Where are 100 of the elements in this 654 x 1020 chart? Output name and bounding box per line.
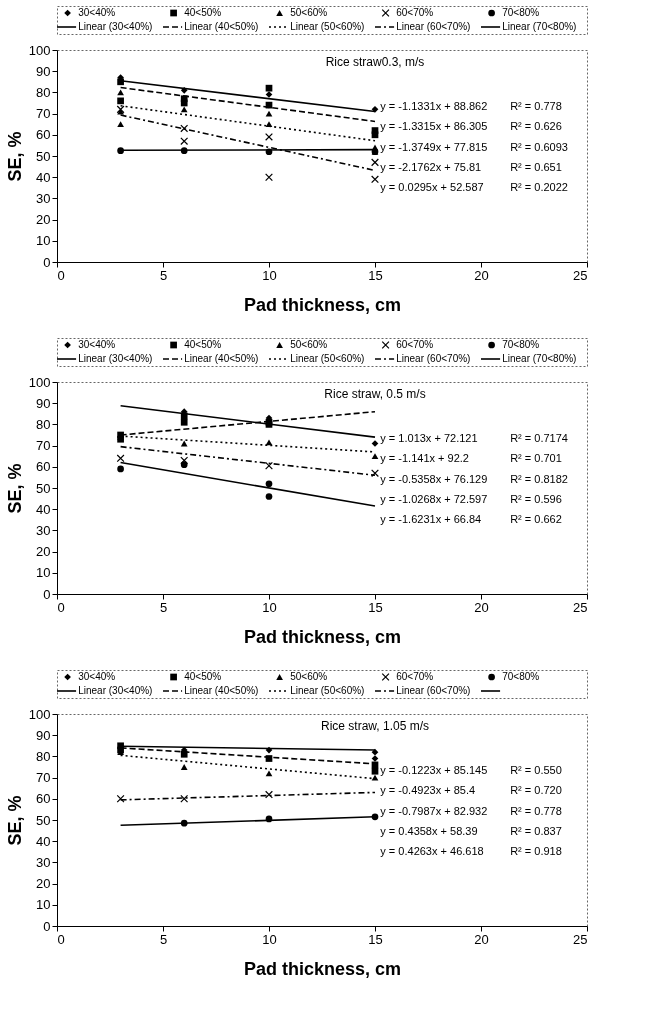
x-axis-title: Pad thickness, cm xyxy=(243,958,402,979)
chart-title: Rice straw0.3, m/s xyxy=(325,55,425,69)
y-axis-title: SE, % xyxy=(4,131,25,182)
annotation: y = 0.0295x + 52.587 xyxy=(380,180,484,193)
legend-label: 70<80% xyxy=(502,7,540,18)
annotation: R² = 0.778 xyxy=(510,804,562,817)
legend-label: 60<70% xyxy=(396,671,434,682)
annotation: R² = 0.626 xyxy=(510,120,562,133)
annotation: R² = 0.596 xyxy=(510,492,562,505)
x-tick-label: 20 xyxy=(474,931,489,947)
annotation: R² = 0.550 xyxy=(510,764,562,777)
x-axis-title: Pad thickness, cm xyxy=(243,294,402,315)
legend-label: Linear (60<70%) xyxy=(396,685,471,696)
annotation: y = 1.013x + 72.121 xyxy=(380,432,478,445)
legend-label: Linear (30<40%) xyxy=(78,353,153,364)
x-tick-label: 15 xyxy=(368,931,383,947)
chart-title: Rice straw, 0.5 m/s xyxy=(324,387,426,401)
annotation: y = -1.3749x + 77.815 xyxy=(380,140,488,153)
x-tick-label: 0 xyxy=(57,267,65,283)
y-tick-label: 50 xyxy=(36,812,51,828)
y-tick-label: 100 xyxy=(28,706,51,722)
annotation: y = -1.141x + 92.2 xyxy=(380,452,469,465)
y-tick-label: 30 xyxy=(36,854,51,870)
annotation: y = -0.5358x + 76.129 xyxy=(380,472,488,485)
x-tick-label: 10 xyxy=(262,267,277,283)
x-tick-label: 0 xyxy=(57,931,65,947)
annotation: R² = 0.720 xyxy=(510,784,562,797)
legend-label: 70<80% xyxy=(502,671,540,682)
legend-label: Linear (60<70%) xyxy=(396,353,471,364)
y-tick-label: 70 xyxy=(36,438,51,454)
x-tick-label: 0 xyxy=(57,599,65,615)
legend-label: 40<50% xyxy=(184,671,222,682)
y-tick-label: 100 xyxy=(28,374,51,390)
legend-label: Linear (30<40%) xyxy=(78,685,153,696)
annotation: y = -0.4923x + 85.4 xyxy=(380,784,476,797)
annotation: y = -1.6231x + 66.84 xyxy=(380,512,482,525)
y-tick-label: 10 xyxy=(36,897,51,913)
y-tick-label: 60 xyxy=(36,127,51,143)
annotation: R² = 0.8182 xyxy=(510,472,568,485)
y-tick-label: 50 xyxy=(36,480,51,496)
annotation: R² = 0.918 xyxy=(510,844,562,857)
legend-label: Linear (40<50%) xyxy=(184,21,259,32)
y-tick-label: 10 xyxy=(36,565,51,581)
y-tick-label: 70 xyxy=(36,106,51,122)
x-tick-label: 10 xyxy=(262,599,277,615)
legend-label: 30<40% xyxy=(78,671,116,682)
annotation: R² = 0.651 xyxy=(510,160,562,173)
x-tick-label: 25 xyxy=(573,599,588,615)
annotation: y = -1.0268x + 72.597 xyxy=(380,492,488,505)
annotation: y = -0.7987x + 82.932 xyxy=(380,804,488,817)
legend-label: Linear (70<80%) xyxy=(502,353,577,364)
legend-label: Linear (60<70%) xyxy=(396,21,471,32)
y-tick-label: 0 xyxy=(43,918,51,934)
chart-title: Rice straw, 1.05 m/s xyxy=(320,719,430,733)
y-tick-label: 20 xyxy=(36,876,51,892)
y-tick-label: 90 xyxy=(36,395,51,411)
x-tick-label: 20 xyxy=(474,599,489,615)
x-tick-label: 5 xyxy=(159,599,168,615)
legend-label: Linear (40<50%) xyxy=(184,353,259,364)
annotation: y = -1.1331x + 88.862 xyxy=(380,100,488,113)
legend-label: 50<60% xyxy=(290,671,328,682)
annotation: y = 0.4263x + 46.618 xyxy=(380,844,484,857)
y-tick-label: 0 xyxy=(43,586,51,602)
x-tick-label: 15 xyxy=(368,599,383,615)
annotation: R² = 0.2022 xyxy=(510,180,568,193)
y-tick-label: 0 xyxy=(43,254,51,270)
y-tick-label: 40 xyxy=(36,501,51,517)
x-tick-label: 20 xyxy=(474,267,489,283)
y-axis-title: SE, % xyxy=(4,463,25,514)
legend-label: 40<50% xyxy=(184,7,222,18)
annotation: R² = 0.6093 xyxy=(510,140,568,153)
annotation: y = -2.1762x + 75.81 xyxy=(380,160,482,173)
annotation: y = 0.4358x + 58.39 xyxy=(380,824,478,837)
x-tick-label: 25 xyxy=(573,267,588,283)
x-tick-label: 5 xyxy=(159,931,168,947)
legend-label: Linear (70<80%) xyxy=(502,21,577,32)
legend-label: 60<70% xyxy=(396,7,434,18)
legend-label: 40<50% xyxy=(184,339,222,350)
legend-label: Linear (50<60%) xyxy=(290,21,365,32)
legend-label: Linear (50<60%) xyxy=(290,353,365,364)
legend-label: 50<60% xyxy=(290,7,328,18)
y-tick-label: 80 xyxy=(36,84,51,100)
x-tick-label: 15 xyxy=(368,267,383,283)
y-tick-label: 40 xyxy=(36,833,51,849)
legend-label: 50<60% xyxy=(290,339,328,350)
y-tick-label: 30 xyxy=(36,522,51,538)
y-tick-label: 90 xyxy=(36,63,51,79)
annotation: y = -0.1223x + 85.145 xyxy=(380,764,488,777)
legend-label: Linear (30<40%) xyxy=(78,21,153,32)
y-tick-label: 60 xyxy=(36,459,51,475)
y-tick-label: 10 xyxy=(36,233,51,249)
x-tick-label: 25 xyxy=(573,931,588,947)
y-tick-label: 20 xyxy=(36,212,51,228)
y-tick-label: 50 xyxy=(36,148,51,164)
annotation: R² = 0.778 xyxy=(510,100,562,113)
legend-label: Linear (40<50%) xyxy=(184,685,259,696)
y-axis-title: SE, % xyxy=(4,795,25,846)
legend-label: 30<40% xyxy=(78,339,116,350)
annotation: y = -1.3315x + 86.305 xyxy=(380,120,488,133)
annotation: R² = 0.662 xyxy=(510,512,562,525)
